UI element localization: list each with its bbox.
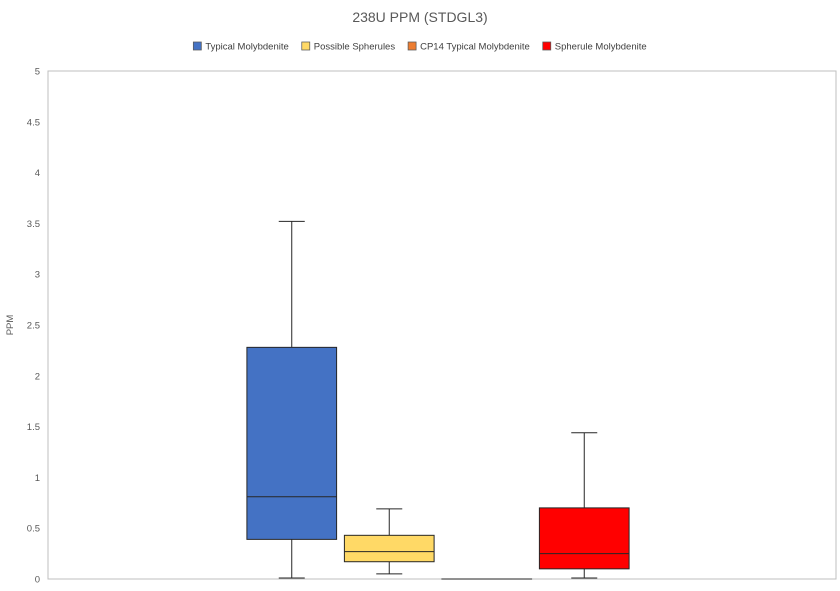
box-spherule-molybdenite bbox=[538, 432, 630, 579]
y-axis-label: PPM bbox=[5, 315, 16, 336]
legend-swatch bbox=[542, 41, 552, 51]
legend-swatch bbox=[407, 41, 417, 51]
chart-title: 238U PPM (STDGL3) bbox=[352, 9, 487, 25]
iqr-box bbox=[343, 534, 435, 563]
legend-swatch bbox=[301, 41, 311, 51]
y-tick-label: 1.5 bbox=[27, 422, 40, 433]
iqr-box bbox=[538, 507, 630, 570]
y-tick-label: 3.5 bbox=[27, 219, 40, 230]
y-tick-label: 1 bbox=[35, 473, 40, 484]
plot-area bbox=[47, 70, 837, 580]
y-tick-label: 0.5 bbox=[27, 524, 40, 535]
y-tick-label: 4 bbox=[35, 168, 40, 179]
legend: Typical Molybdenite Possible Spherules CP1… bbox=[192, 41, 647, 53]
iqr-box bbox=[246, 346, 338, 540]
box-possible-spherules bbox=[343, 508, 435, 575]
legend-entry: Spherule Molybdenite bbox=[555, 42, 647, 53]
legend-entry: Possible Spherules bbox=[314, 42, 396, 53]
legend-entry: Typical Molybdenite bbox=[205, 42, 288, 53]
box-plots bbox=[246, 220, 630, 580]
legend-entry: CP14 Typical Molybdenite bbox=[420, 42, 530, 53]
y-axis: 0 0.5 1 1.5 2 2.5 3 3.5 4 4.5 5 bbox=[27, 67, 40, 586]
legend-swatch bbox=[192, 41, 202, 51]
box-typical-molybdenite bbox=[246, 220, 338, 579]
y-tick-label: 2.5 bbox=[27, 321, 40, 332]
y-tick-label: 0 bbox=[35, 575, 40, 586]
y-tick-label: 4.5 bbox=[27, 117, 40, 128]
y-tick-label: 3 bbox=[35, 270, 40, 281]
y-tick-label: 5 bbox=[35, 67, 40, 78]
y-tick-label: 2 bbox=[35, 371, 40, 382]
